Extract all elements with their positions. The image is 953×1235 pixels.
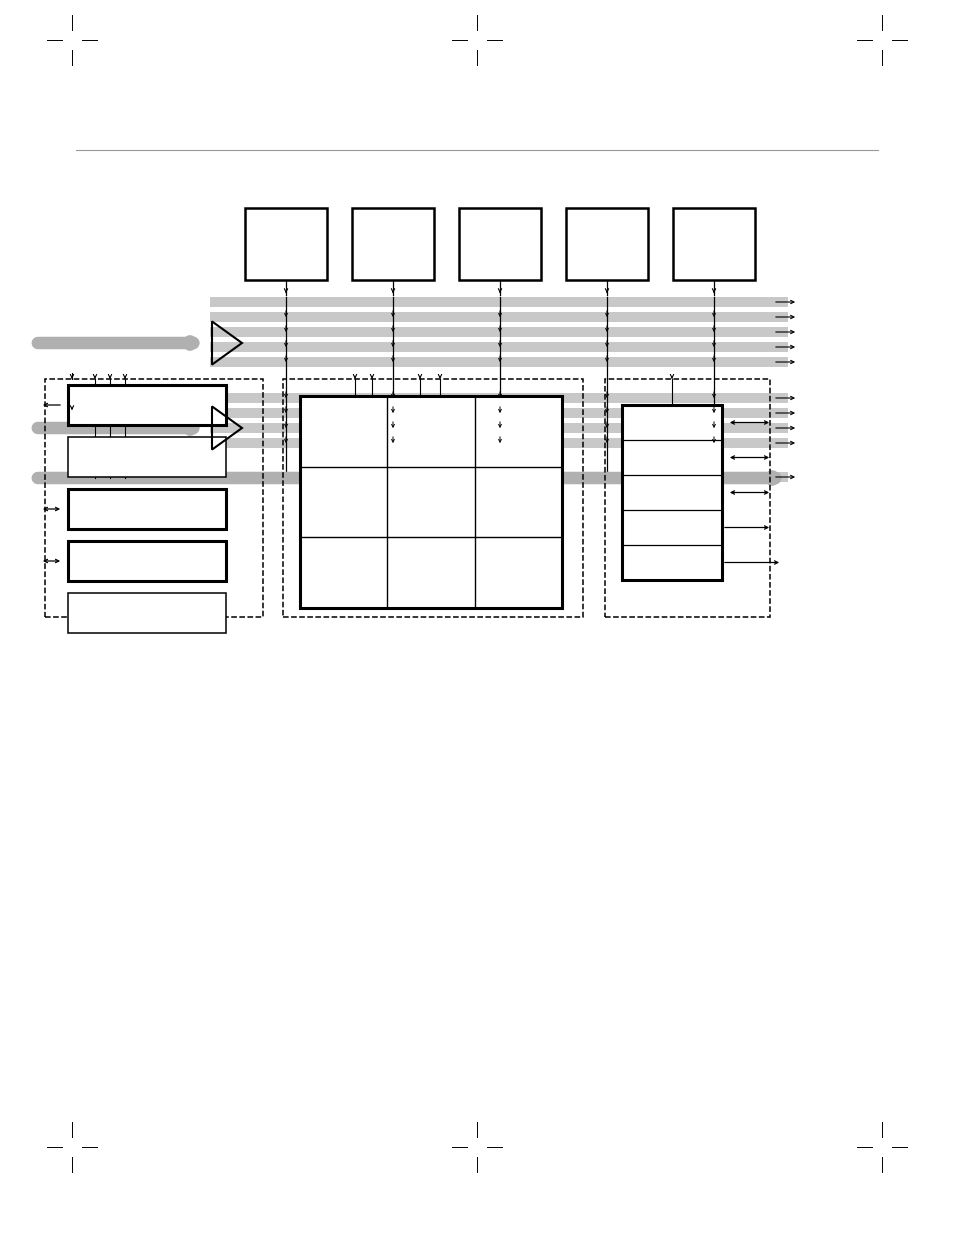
Bar bbox=[68, 437, 226, 477]
Bar bbox=[68, 489, 226, 529]
Bar bbox=[565, 207, 647, 280]
Bar bbox=[210, 408, 787, 417]
Bar bbox=[245, 207, 327, 280]
Bar bbox=[283, 379, 582, 618]
Bar bbox=[352, 207, 434, 280]
Bar bbox=[672, 207, 754, 280]
Bar bbox=[621, 405, 721, 580]
Bar bbox=[210, 327, 787, 337]
Bar bbox=[68, 593, 226, 634]
Bar bbox=[68, 385, 226, 425]
Bar bbox=[458, 207, 540, 280]
Bar bbox=[210, 438, 787, 448]
Bar bbox=[210, 296, 787, 308]
Bar bbox=[210, 393, 787, 403]
Bar bbox=[68, 541, 226, 580]
Bar bbox=[210, 312, 787, 322]
Bar bbox=[210, 342, 787, 352]
Bar bbox=[210, 357, 787, 367]
Bar bbox=[45, 379, 263, 618]
Bar bbox=[299, 396, 561, 608]
Bar bbox=[604, 379, 769, 618]
Bar bbox=[210, 472, 787, 482]
Bar bbox=[210, 424, 787, 433]
